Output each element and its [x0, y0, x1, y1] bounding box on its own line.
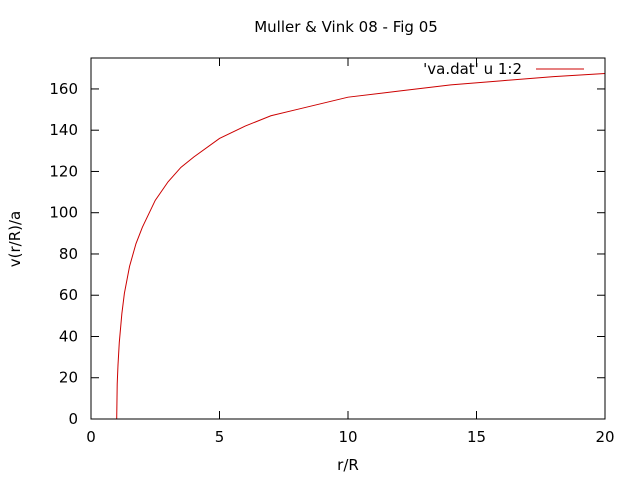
y-tick-label: 120	[49, 162, 78, 180]
y-tick-label: 140	[49, 121, 78, 139]
y-tick-label: 80	[59, 245, 78, 263]
x-axis-label: r/R	[337, 456, 359, 474]
y-tick-label: 40	[59, 327, 78, 345]
x-tick-label: 15	[467, 428, 486, 446]
y-axis-label: v(r/R)/a	[6, 211, 24, 267]
x-tick-label: 5	[215, 428, 225, 446]
x-tick-label: 20	[595, 428, 614, 446]
y-tick-label: 20	[59, 369, 78, 387]
y-tick-label: 0	[68, 410, 78, 428]
legend-label: 'va.dat' u 1:2	[423, 60, 522, 78]
chart-title: Muller & Vink 08 - Fig 05	[254, 18, 438, 36]
series-line	[116, 72, 606, 420]
axis-tick-labels: 0 5 10 15 20 0 20 40 60 80 100 120 140 160	[49, 80, 614, 446]
y-tick-label: 100	[49, 204, 78, 222]
y-tick-label: 60	[59, 286, 78, 304]
x-tick-label: 0	[86, 428, 96, 446]
legend: 'va.dat' u 1:2	[423, 60, 584, 78]
y-tick-label: 160	[49, 80, 78, 98]
x-tick-label: 10	[338, 428, 357, 446]
plot-frame	[90, 57, 606, 420]
